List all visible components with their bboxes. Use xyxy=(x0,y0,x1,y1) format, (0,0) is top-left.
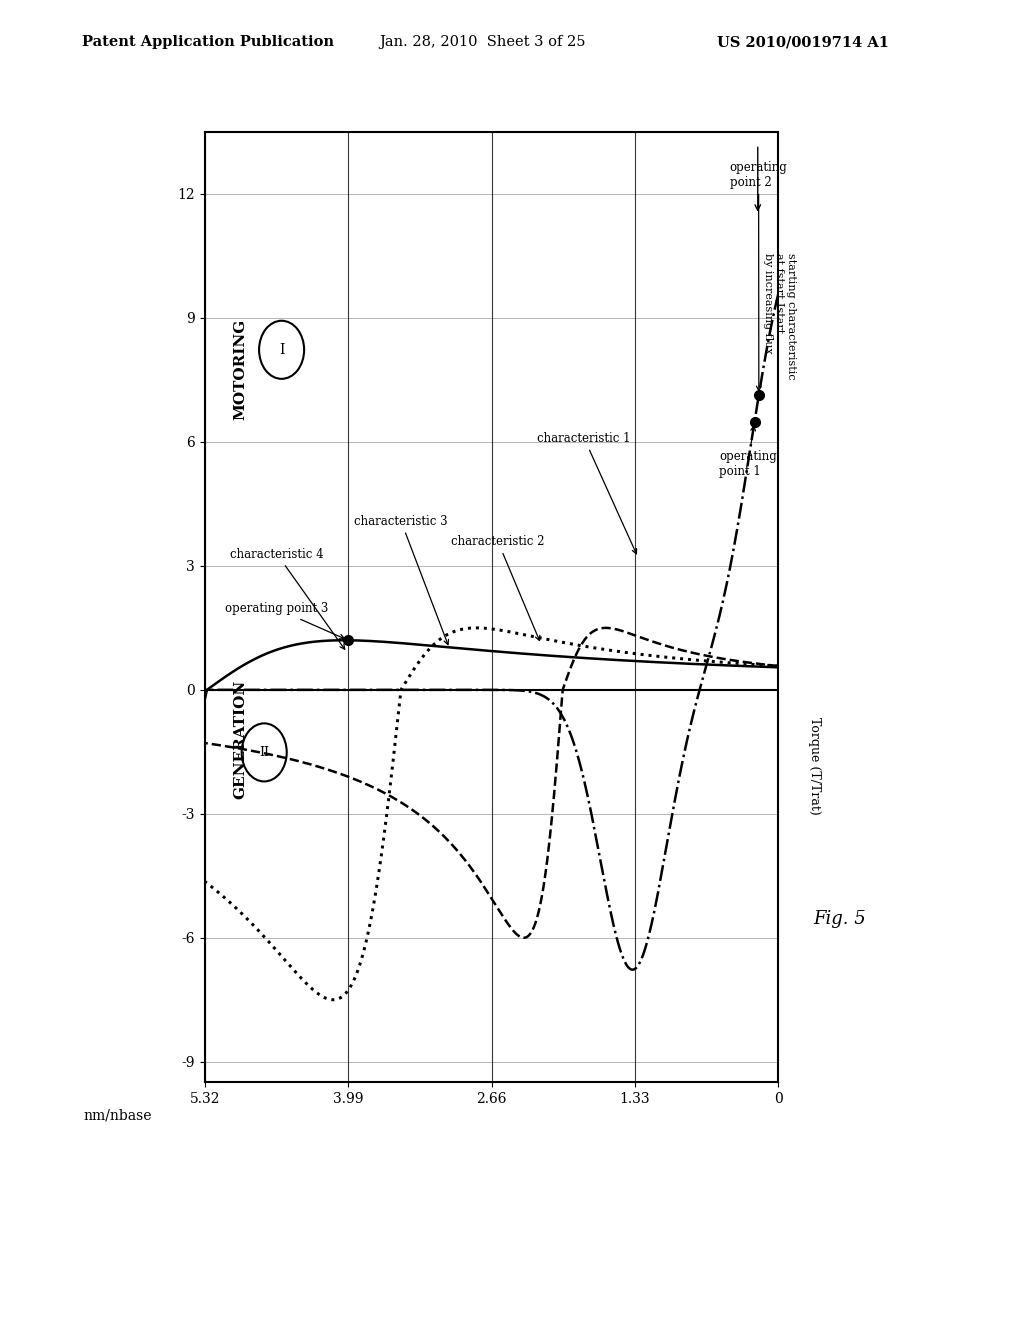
Line: char1: char1 xyxy=(185,294,778,970)
Text: operating
point 1: operating point 1 xyxy=(719,426,777,478)
char4 xyxy=(523,647,536,663)
Text: Jan. 28, 2010  Sheet 3 of 25: Jan. 28, 2010 Sheet 3 of 25 xyxy=(379,36,586,49)
Text: nm/nbase: nm/nbase xyxy=(84,1109,152,1122)
Text: operating
point 2: operating point 2 xyxy=(730,161,787,391)
char4 xyxy=(338,632,350,648)
char2 xyxy=(518,929,530,945)
char4 xyxy=(227,664,240,680)
char3 xyxy=(198,873,210,888)
char2 xyxy=(226,739,239,755)
Text: characteristic 3: characteristic 3 xyxy=(354,515,449,644)
char1 xyxy=(179,682,191,698)
char1 xyxy=(772,286,784,302)
char4 xyxy=(198,697,210,713)
Line: char3: char3 xyxy=(185,628,778,999)
char2 xyxy=(198,735,210,751)
char3 xyxy=(341,983,353,999)
char4 xyxy=(772,660,784,676)
char4 xyxy=(490,644,503,660)
Text: characteristic 2: characteristic 2 xyxy=(452,535,545,640)
Text: starting characteristic
at fstart,Istart
by increasing flux: starting characteristic at fstart,Istart… xyxy=(763,253,796,380)
char4 xyxy=(179,774,191,789)
char4 xyxy=(518,645,530,661)
char2 xyxy=(341,768,353,784)
Text: MOTORING: MOTORING xyxy=(233,319,248,420)
char4 xyxy=(341,632,353,648)
char1 xyxy=(341,682,353,698)
Text: characteristic 1: characteristic 1 xyxy=(538,432,637,554)
char3 xyxy=(523,628,536,644)
char3 xyxy=(327,991,339,1007)
char1 xyxy=(198,682,210,698)
char3 xyxy=(179,859,191,875)
char2 xyxy=(179,733,191,748)
char2 xyxy=(523,928,536,944)
char1 xyxy=(490,682,503,698)
char2 xyxy=(772,659,784,675)
Text: GENERATION: GENERATION xyxy=(233,680,248,799)
Line: char2: char2 xyxy=(185,628,778,937)
char2 xyxy=(490,898,503,913)
char1 xyxy=(227,682,240,698)
char3 xyxy=(772,659,784,675)
char3 xyxy=(490,622,503,638)
char1 xyxy=(518,682,530,698)
Text: I: I xyxy=(279,343,285,356)
Text: characteristic 4: characteristic 4 xyxy=(230,548,345,649)
char1 xyxy=(627,962,639,978)
char3 xyxy=(518,627,530,643)
Line: char4: char4 xyxy=(185,640,778,781)
char3 xyxy=(226,898,239,913)
Text: Torque (T/Trat): Torque (T/Trat) xyxy=(808,717,820,814)
Text: Fig. 5: Fig. 5 xyxy=(813,909,866,928)
Text: Patent Application Publication: Patent Application Publication xyxy=(82,36,334,49)
Text: US 2010/0019714 A1: US 2010/0019714 A1 xyxy=(717,36,889,49)
char2 xyxy=(600,620,612,636)
Text: operating point 3: operating point 3 xyxy=(225,602,344,639)
char3 xyxy=(470,620,482,636)
char1 xyxy=(523,684,536,700)
char2 xyxy=(518,929,530,945)
Text: II: II xyxy=(259,746,269,759)
